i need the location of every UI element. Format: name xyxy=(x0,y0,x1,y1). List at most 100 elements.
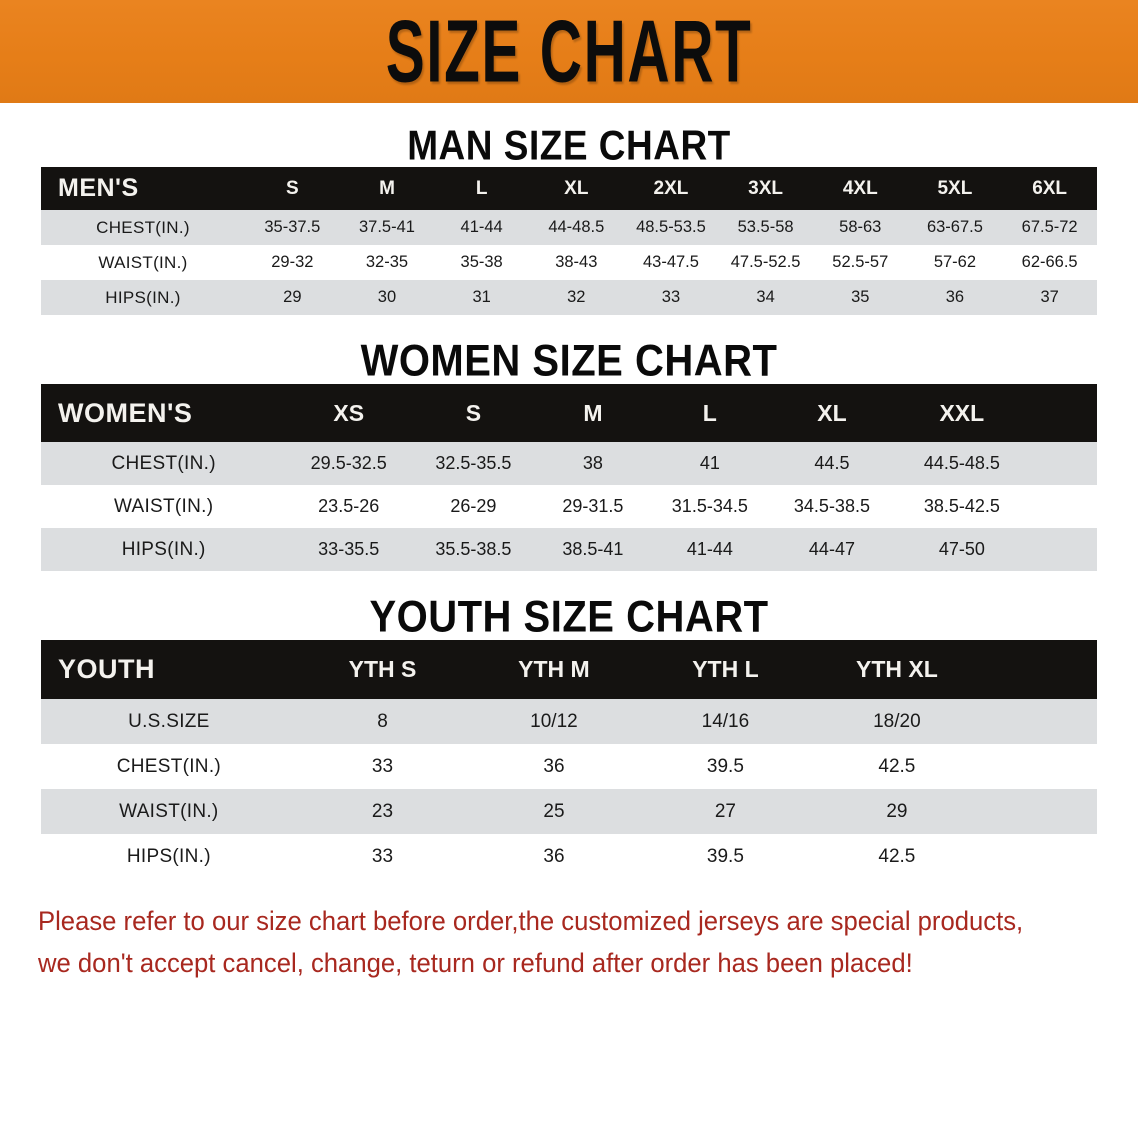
man-table-header-row: MEN'S S M L XL 2XL 3XL 4XL 5XL 6XL xyxy=(41,167,1097,210)
cell: 41-44 xyxy=(686,539,733,559)
cell: 10/12 xyxy=(530,710,578,732)
youth-col-xl: YTH XL xyxy=(856,656,938,682)
cell: 57-62 xyxy=(933,253,977,271)
table-row: HIPS(IN.) 33-35.5 35.5-38.5 38.5-41 41-4… xyxy=(41,528,1097,571)
cell: 41 xyxy=(699,453,720,473)
cell: 37.5-41 xyxy=(359,218,415,236)
cell: 63-67.5 xyxy=(926,218,983,236)
cell: 35.5-38.5 xyxy=(435,539,512,559)
cell: 25 xyxy=(543,800,565,822)
cell: 35-38 xyxy=(460,253,503,271)
youth-col-s: YTH S xyxy=(348,656,417,682)
table-row: HIPS(IN.) 33 36 39.5 42.5 xyxy=(41,834,1097,879)
cell: 38.5-41 xyxy=(562,539,624,559)
cell: 30 xyxy=(377,288,397,306)
cell-spacer xyxy=(1029,442,1097,485)
cell: 44-48.5 xyxy=(548,218,605,236)
man-corner-label: MEN'S xyxy=(58,174,139,202)
cell: 38 xyxy=(582,453,603,473)
cell-spacer xyxy=(983,789,1097,834)
youth-table-header-row: YOUTH YTH S YTH M YTH L YTH XL xyxy=(41,640,1097,699)
table-row: U.S.SIZE 8 10/12 14/16 18/20 xyxy=(41,699,1097,744)
man-size-table: MEN'S S M L XL 2XL 3XL 4XL 5XL 6XL CHEST… xyxy=(41,167,1097,315)
table-row: CHEST(IN.) 29.5-32.5 32.5-35.5 38 41 44.… xyxy=(41,442,1097,485)
man-col-2xl: 2XL xyxy=(653,177,689,199)
cell: 29 xyxy=(283,288,302,306)
women-row-label-hips: HIPS(IN.) xyxy=(121,538,206,560)
women-col-spacer xyxy=(1029,384,1097,442)
table-row: CHEST(IN.) 33 36 39.5 42.5 xyxy=(41,744,1097,789)
man-col-s: S xyxy=(285,177,299,199)
cell: 37 xyxy=(1040,288,1059,306)
cell: 23 xyxy=(371,800,394,822)
man-row-label-hips: HIPS(IN.) xyxy=(105,287,181,307)
youth-row-label-us-size: U.S.SIZE xyxy=(128,710,210,732)
cell: 42.5 xyxy=(878,845,916,867)
cell: 41-44 xyxy=(460,218,503,236)
youth-size-table: YOUTH YTH S YTH M YTH L YTH XL U.S.SIZE … xyxy=(41,640,1097,879)
man-col-3xl: 3XL xyxy=(748,177,784,199)
women-corner-label: WOMEN'S xyxy=(58,397,193,428)
cell-spacer xyxy=(1029,485,1097,528)
youth-corner-label: YOUTH xyxy=(58,654,155,684)
cell: 67.5-72 xyxy=(1021,218,1078,236)
man-col-4xl: 4XL xyxy=(842,177,878,199)
table-row: HIPS(IN.) 29 30 31 32 33 34 35 36 37 xyxy=(41,280,1097,315)
women-section-title: WOMEN SIZE CHART xyxy=(360,336,778,386)
cell: 44.5-48.5 xyxy=(923,453,1000,473)
women-col-l: L xyxy=(702,399,717,426)
cell: 32.5-35.5 xyxy=(435,453,512,473)
cell: 27 xyxy=(714,800,736,822)
youth-row-label-hips: HIPS(IN.) xyxy=(126,845,211,867)
women-row-label-chest: CHEST(IN.) xyxy=(111,452,216,474)
cell: 39.5 xyxy=(706,845,744,867)
cell: 36 xyxy=(945,288,965,306)
women-table-wrap: WOMEN'S XS S M L XL XXL CHEST(IN.) 29.5-… xyxy=(41,384,1097,571)
cell: 14/16 xyxy=(701,710,750,732)
cell: 58-63 xyxy=(839,218,882,236)
cell-spacer xyxy=(983,699,1097,744)
man-table-wrap: MEN'S S M L XL 2XL 3XL 4XL 5XL 6XL CHEST… xyxy=(41,167,1097,315)
man-col-5xl: 5XL xyxy=(937,177,973,199)
cell: 18/20 xyxy=(873,710,921,732)
women-row-label-waist: WAIST(IN.) xyxy=(113,495,214,517)
cell: 36 xyxy=(543,845,565,867)
man-col-6xl: 6XL xyxy=(1032,177,1068,199)
man-col-xl: XL xyxy=(564,177,589,199)
women-col-xl: XL xyxy=(817,399,847,426)
cell: 35-37.5 xyxy=(264,218,321,236)
man-col-l: L xyxy=(475,177,488,199)
cell: 29-32 xyxy=(271,253,314,271)
youth-col-m: YTH M xyxy=(518,656,590,682)
cell: 44-47 xyxy=(808,539,855,559)
women-size-table: WOMEN'S XS S M L XL XXL CHEST(IN.) 29.5-… xyxy=(41,384,1097,571)
youth-row-label-waist: WAIST(IN.) xyxy=(119,800,219,822)
cell-spacer xyxy=(983,744,1097,789)
cell: 29-31.5 xyxy=(562,496,624,516)
man-row-label-chest: CHEST(IN.) xyxy=(96,217,190,237)
man-row-label-waist: WAIST(IN.) xyxy=(98,252,188,272)
cell: 42.5 xyxy=(878,755,916,777)
cell: 26-29 xyxy=(450,496,497,516)
cell: 47-50 xyxy=(938,539,985,559)
cell: 34.5-38.5 xyxy=(793,496,870,516)
cell: 36 xyxy=(543,755,565,777)
cell: 53.5-58 xyxy=(737,218,794,236)
cell: 32 xyxy=(567,288,586,306)
cell: 34 xyxy=(756,288,775,306)
man-col-m: M xyxy=(379,177,395,199)
cell-spacer xyxy=(1029,528,1097,571)
banner-title: SIZE CHART xyxy=(385,1,753,101)
table-row: WAIST(IN.) 23.5-26 26-29 29-31.5 31.5-34… xyxy=(41,485,1097,528)
cell: 31 xyxy=(472,288,491,306)
cell: 33-35.5 xyxy=(318,539,380,559)
cell: 29 xyxy=(886,800,908,822)
cell-spacer xyxy=(983,834,1097,879)
cell: 33 xyxy=(661,288,681,306)
cell: 33 xyxy=(371,845,394,867)
youth-row-label-chest: CHEST(IN.) xyxy=(116,755,222,777)
women-col-m: M xyxy=(583,399,603,426)
size-chart-banner: SIZE CHART xyxy=(0,0,1138,103)
cell: 23.5-26 xyxy=(318,496,380,516)
table-row: CHEST(IN.) 35-37.5 37.5-41 41-44 44-48.5… xyxy=(41,210,1097,245)
